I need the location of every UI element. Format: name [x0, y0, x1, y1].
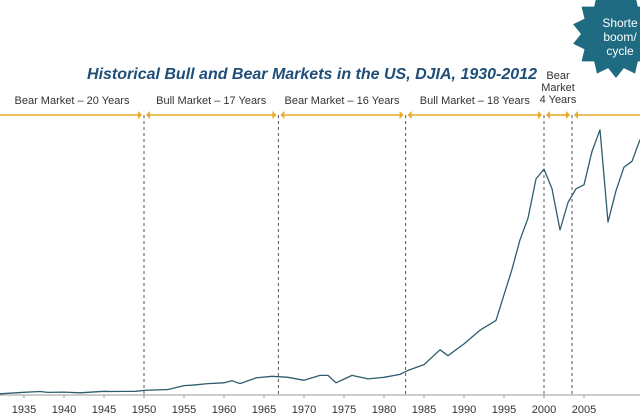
series-line-0 — [0, 129, 640, 395]
phase-label-0: Bear Market – 20 Years — [15, 95, 130, 107]
x-tick-label: 1950 — [132, 404, 156, 416]
phase-label-4-line-0: Bear — [546, 70, 570, 82]
x-axis-ticks: 1935 1940 1945 1950 1955 1960 1965 1970 1975 1980… — [12, 395, 596, 416]
x-tick-label: 1960 — [212, 404, 236, 416]
phase-label-4-line-2: 4 Years — [540, 94, 577, 106]
phase-arrow-right — [138, 111, 142, 119]
x-tick-label: 1935 — [12, 404, 36, 416]
phase-arrow-left — [280, 111, 285, 119]
phase-labels: Bear Market – 20 Years Bull Market – 17 Y… — [15, 70, 577, 107]
x-tick-label: 1970 — [292, 404, 316, 416]
series-group — [0, 129, 640, 395]
x-tick-label: 1995 — [492, 404, 516, 416]
phase-arrow-left — [407, 111, 412, 119]
x-tick-label: 1985 — [412, 404, 436, 416]
phase-label-2: Bear Market – 16 Years — [285, 95, 400, 107]
x-tick-label: 2005 — [572, 404, 596, 416]
x-tick-label: 1955 — [172, 404, 196, 416]
phase-label-3: Bull Market – 18 Years — [420, 95, 531, 107]
x-tick-label: 1980 — [372, 404, 396, 416]
x-tick-label: 2000 — [532, 404, 556, 416]
phase-arrow-right — [566, 111, 570, 119]
callout-badge: Shorte boom/ cycle — [573, 0, 640, 78]
phase-arrow-right — [538, 111, 542, 119]
chart-title: Historical Bull and Bear Markets in the … — [87, 66, 537, 83]
badge-line-3: cycle — [606, 44, 634, 58]
x-tick-label: 1990 — [452, 404, 476, 416]
phase-arrow-left — [574, 111, 578, 119]
x-tick-label: 1975 — [332, 404, 356, 416]
x-tick-label: 1940 — [52, 404, 76, 416]
phase-arrow-left — [146, 111, 150, 119]
badge-line-2: boom/ — [603, 30, 637, 44]
x-tick-label: 1965 — [252, 404, 276, 416]
badge-line-1: Shorte — [602, 16, 638, 30]
phase-label-4-line-1: Market — [541, 82, 575, 94]
x-tick-label: 1945 — [92, 404, 116, 416]
phase-band — [0, 111, 640, 119]
phase-arrow-right — [399, 111, 404, 119]
phase-dividers — [143, 115, 573, 395]
phase-arrow-left — [546, 111, 550, 119]
badge-shape — [573, 0, 640, 78]
phase-arrow-right — [272, 111, 277, 119]
phase-label-1: Bull Market – 17 Years — [156, 95, 267, 107]
